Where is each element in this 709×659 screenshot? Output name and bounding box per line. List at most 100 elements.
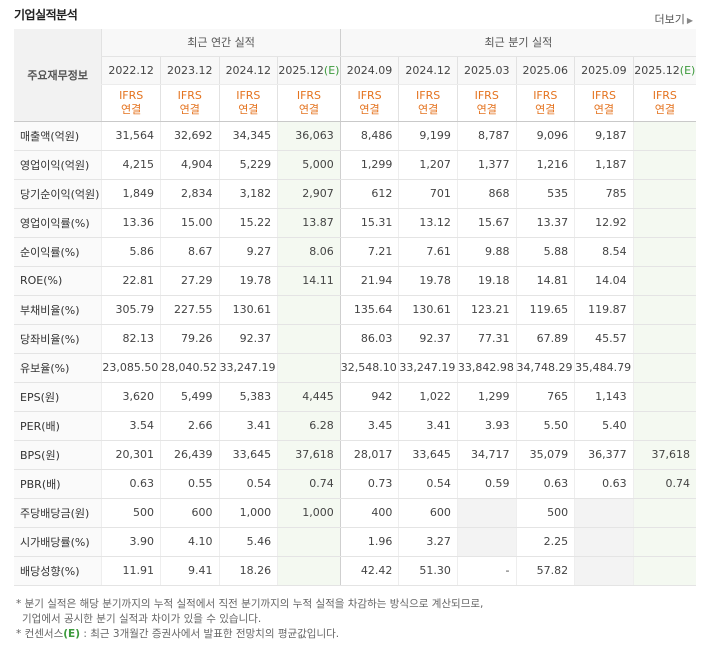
table-cell: 785: [574, 179, 634, 209]
period-header: 2024.09: [339, 56, 399, 85]
basis-label: 연결: [298, 102, 320, 116]
table-cell: 0.59: [456, 469, 516, 499]
table-cell: 1,022: [398, 381, 458, 412]
table-cell: [632, 497, 696, 528]
table-cell: 19.78: [398, 266, 458, 296]
table-cell: 77.31: [456, 324, 516, 354]
table-cell: 1,000: [277, 497, 341, 528]
table-cell: -: [456, 556, 516, 586]
table-cell: 8.54: [574, 237, 634, 267]
accounting-standard: IFRS 연결: [632, 84, 696, 122]
period-header: 2024.12: [218, 56, 278, 85]
table-cell: [632, 294, 696, 325]
table-cell: 119.87: [574, 294, 634, 325]
basis-label: 연결: [418, 102, 439, 116]
table-cell: 79.26: [159, 324, 220, 354]
table-cell: 92.37: [398, 324, 458, 354]
table-cell: 15.67: [456, 207, 516, 238]
table-cell: [632, 411, 696, 441]
table-cell: 5.88: [515, 237, 575, 267]
period-label: 2023.12: [166, 63, 213, 77]
period-header: 2025.09: [574, 56, 634, 85]
table-cell: 33,247.19: [218, 353, 278, 383]
table-cell: [574, 497, 634, 528]
table-cell: [632, 381, 696, 412]
table-cell: 9.41: [159, 556, 220, 586]
table-cell: 5.40: [574, 411, 634, 441]
more-link[interactable]: 더보기 ▶: [654, 11, 693, 27]
table-row: 당좌비율(%) 82.13 79.26 92.37 86.03 92.37 77.31 67.…: [14, 324, 696, 354]
table-row: 주당배당금(원) 500 600 1,000 1,000 400 600 500: [14, 497, 696, 528]
table-row: 배당성향(%) 11.91 9.41 18.26 42.42 51.30-57.82: [14, 556, 696, 586]
period-header: 2025.12(E): [632, 56, 696, 85]
table-cell: 36,063: [277, 121, 341, 151]
standard-label: IFRS: [416, 88, 441, 102]
table-cell: 500: [515, 497, 575, 528]
period-label: 2025.09: [581, 63, 627, 77]
table-cell: 34,717: [456, 440, 516, 470]
table-cell: 0.74: [277, 469, 341, 499]
table-cell: 600: [159, 497, 220, 528]
table-cell: 1,187: [574, 150, 634, 180]
period-label: 2025.12: [278, 63, 324, 77]
table-cell: 0.63: [515, 469, 575, 499]
basis-label: 연결: [593, 102, 614, 116]
more-label: 더보기: [654, 13, 685, 26]
basis-label: 연결: [238, 102, 259, 116]
table-cell: 14.11: [277, 266, 341, 296]
accounting-standard: IFRS 연결: [456, 84, 516, 122]
table-cell: 3.41: [218, 411, 278, 441]
table-cell: 0.54: [218, 469, 278, 499]
row-label: 매출액(억원): [14, 121, 102, 151]
standard-label: IFRS: [177, 88, 202, 102]
table-cell: [277, 324, 341, 354]
table-cell: 3.45: [339, 411, 399, 441]
accounting-standard: IFRS 연결: [101, 84, 161, 122]
period-label: 2024.12: [225, 63, 272, 77]
table-cell: [456, 527, 516, 557]
accounting-standard: IFRS 연결: [218, 84, 278, 122]
table-row: PER(배) 3.54 2.66 3.41 6.28 3.45 3.41 3.93 5.50 5.…: [14, 411, 696, 441]
table-cell: 34,748.29: [515, 353, 575, 383]
note-3: * 컨센서스(E) : 최근 3개월간 증권사에서 발표한 전망치의 평균값입니…: [16, 628, 340, 640]
table-cell: 82.13: [101, 324, 161, 354]
table-cell: 868: [456, 179, 516, 209]
table-cell: 27.29: [159, 266, 220, 296]
table-cell: 0.63: [101, 469, 161, 499]
table-cell: 26,439: [159, 440, 220, 470]
table-cell: 8,787: [456, 121, 516, 151]
table-cell: 57.82: [515, 556, 575, 586]
table-cell: 31,564: [101, 121, 161, 151]
table-cell: 500: [101, 497, 161, 528]
table-cell: 33,247.19: [398, 353, 458, 383]
table-cell: 15.31: [339, 207, 399, 238]
row-label: ROE(%): [14, 266, 102, 296]
table-row: 당기순이익(억원) 1,849 2,834 3,182 2,907 612 701 868 53…: [14, 179, 696, 209]
table-cell: [632, 179, 696, 209]
table-cell: 1,216: [515, 150, 575, 180]
table-cell: [277, 294, 341, 325]
period-label: 2024.12: [405, 63, 451, 77]
table-cell: 535: [515, 179, 575, 209]
row-label: EPS(원): [14, 381, 102, 412]
corner-label: 주요재무정보: [14, 29, 102, 122]
table-cell: 5.46: [218, 527, 278, 557]
table-row: 순이익률(%) 5.86 8.67 9.27 8.06 7.21 7.61 9.88 5.88 8…: [14, 237, 696, 267]
table-cell: 612: [339, 179, 399, 209]
table-cell: 4,904: [159, 150, 220, 180]
table-cell: 1,299: [339, 150, 399, 180]
period-label: 2025.06: [522, 63, 569, 77]
table-cell: 3,620: [101, 381, 161, 412]
accounting-standard: IFRS 연결: [339, 84, 399, 122]
table-cell: 19.78: [218, 266, 278, 296]
table-cell: 5.50: [515, 411, 575, 441]
table-cell: 35,484.79: [574, 353, 634, 383]
standard-label: IFRS: [652, 88, 677, 102]
period-header: 2025.12(E): [277, 56, 341, 85]
row-label: 배당성향(%): [14, 556, 102, 586]
table-cell: 1,143: [574, 381, 634, 412]
financial-table: 주요재무정보 최근 연간 실적 최근 분기 실적 2022.12 2023.12 2…: [14, 29, 696, 586]
table-row: ROE(%) 22.81 27.29 19.78 14.11 21.94 19.78 19.1…: [14, 266, 696, 296]
table-cell: 130.61: [398, 294, 458, 325]
table-cell: 14.04: [574, 266, 634, 296]
